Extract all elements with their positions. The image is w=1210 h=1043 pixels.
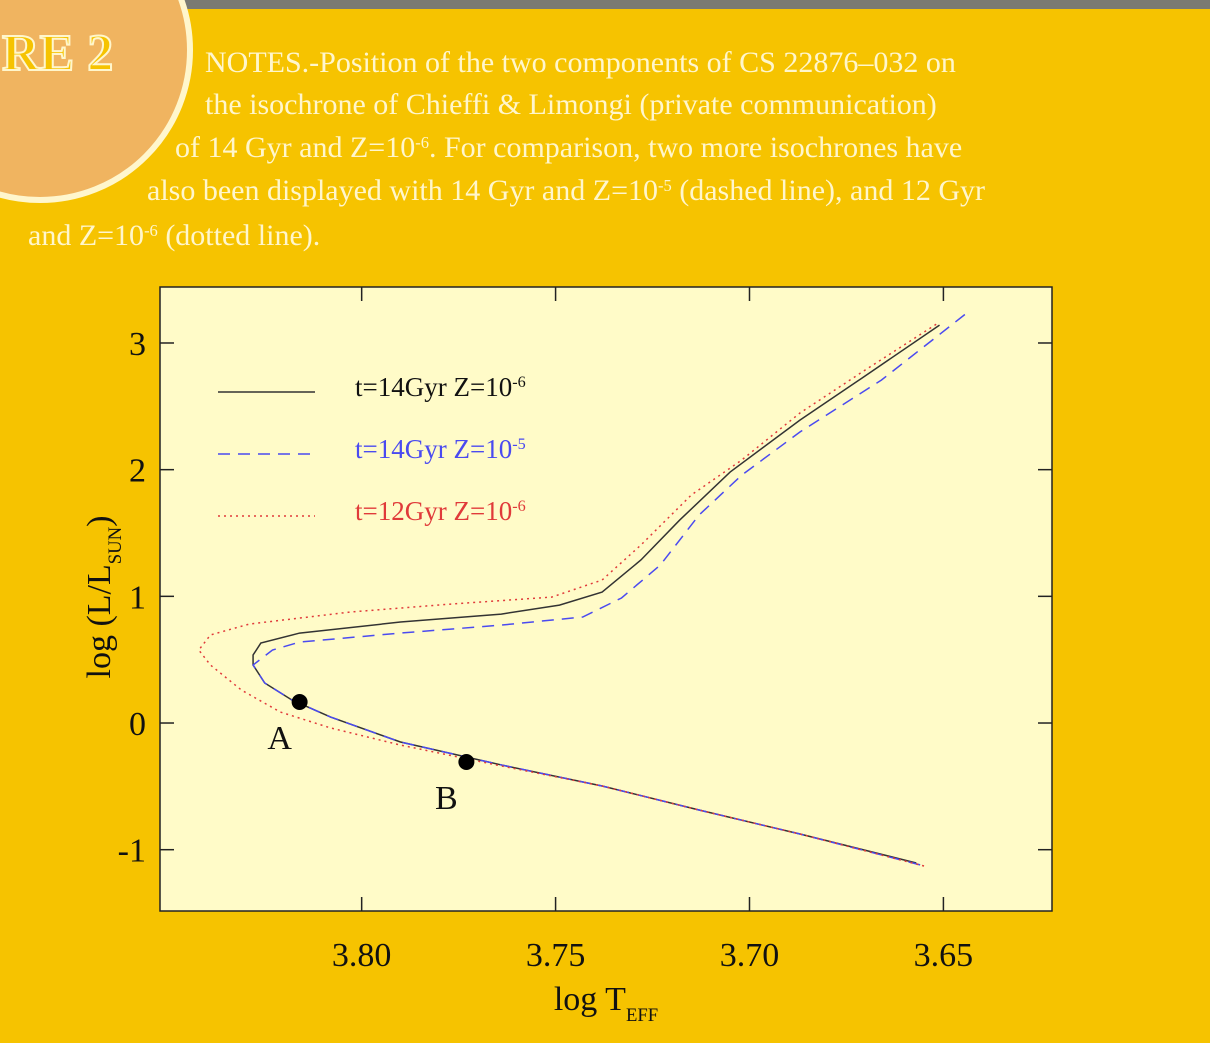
note-line-part: and Z=10 [28, 219, 144, 252]
y-axis-label-part: log (L/L [81, 564, 118, 678]
note-line-part: . For comparison, two more isochrones ha… [429, 131, 962, 164]
legend-sup: -5 [512, 435, 525, 453]
note-line-part: (dotted line). [158, 219, 320, 252]
note-line: NOTES.-Position of the two components of… [205, 46, 956, 79]
note-line: also been displayed with 14 Gyr and Z=10… [147, 174, 985, 207]
legend-name: t=14Gyr Z=10 [355, 434, 512, 464]
legend-name: t=14Gyr Z=10 [355, 372, 512, 402]
note-line-part: NOTES.-Position of the two components of… [205, 46, 956, 79]
y-axis-label-script: SUN [105, 526, 126, 564]
y-tick-label: 3 [129, 326, 146, 363]
note-line-script: -5 [658, 176, 672, 195]
note-line: the isochrone of Chieffi & Limongi (priv… [205, 88, 937, 121]
legend-sup: -6 [512, 373, 525, 391]
x-tick-label: 3.65 [914, 937, 974, 974]
y-tick-label: -1 [118, 833, 146, 870]
note-line-script: -6 [415, 133, 429, 152]
note-line-script: -6 [144, 221, 158, 240]
point-label: A [267, 720, 292, 757]
legend-label: t=12Gyr Z=10-6 [355, 496, 526, 526]
y-axis-label-part: ) [81, 516, 118, 527]
x-axis-label-part: log T [554, 981, 626, 1018]
note-line-part: also been displayed with 14 Gyr and Z=10 [147, 174, 658, 207]
point-label: B [435, 780, 458, 817]
y-tick-label: 1 [129, 579, 146, 616]
slide: RE 2 NOTES.-Position of the two componen… [0, 0, 1210, 1043]
x-tick-label: 3.75 [526, 937, 586, 974]
legend-name: t=12Gyr Z=10 [355, 496, 512, 526]
note-line: and Z=10-6 (dotted line). [28, 219, 320, 252]
x-tick-label: 3.70 [720, 937, 780, 974]
note-line-part: (dashed line), and 12 Gyr [672, 174, 985, 207]
legend-label: t=14Gyr Z=10-5 [355, 434, 526, 464]
x-tick-label: 3.80 [332, 937, 392, 974]
star-point [292, 694, 308, 710]
legend-sup: -6 [512, 497, 525, 515]
star-point [458, 754, 474, 770]
y-tick-label: 2 [129, 453, 146, 490]
note-line-part: of 14 Gyr and Z=10 [175, 131, 415, 164]
page: RE 2 NOTES.-Position of the two componen… [0, 0, 1210, 1043]
x-axis-label-script: EFF [626, 1005, 658, 1026]
figure-title: RE 2 [2, 25, 113, 82]
plot-area [160, 287, 1052, 911]
legend-label: t=14Gyr Z=10-6 [355, 372, 526, 402]
note-line-part: the isochrone of Chieffi & Limongi (priv… [205, 88, 937, 121]
note-line: of 14 Gyr and Z=10-6. For comparison, tw… [175, 131, 962, 164]
y-tick-label: 0 [129, 706, 146, 743]
